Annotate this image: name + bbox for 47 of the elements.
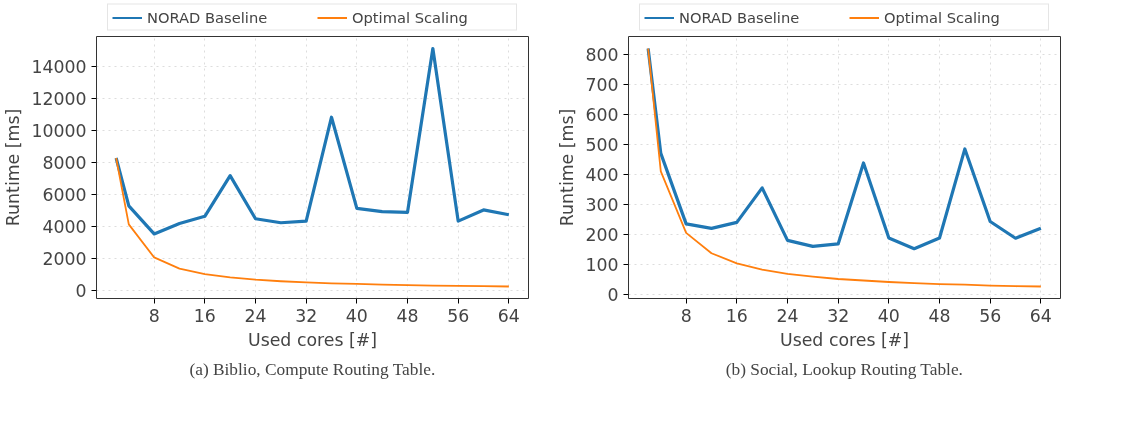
y-tick-label: 200 — [585, 224, 619, 245]
y-tick-label: 0 — [75, 281, 87, 302]
x-tick-label: 56 — [447, 305, 470, 326]
y-tick-label: 700 — [585, 74, 619, 95]
x-tick-label: 40 — [877, 305, 900, 326]
line-series — [647, 47, 1042, 288]
x-tick-label: 64 — [1029, 305, 1052, 326]
x-tick-label: 56 — [979, 305, 1002, 326]
y-tick-label: 14000 — [31, 57, 87, 78]
y-axis-title: Runtime [ms] — [557, 108, 578, 227]
y-tick-label: 6000 — [42, 185, 87, 206]
text: (a) Biblio, Compute Routing Table. — [189, 359, 436, 379]
y-tick-label: 0 — [607, 284, 619, 305]
y-tick-label: 12000 — [31, 89, 87, 110]
legend-label: Optimal Scaling — [352, 8, 469, 26]
x-tick-label: 8 — [680, 305, 692, 326]
y-tick-label: 600 — [585, 104, 619, 125]
y-tick-label: 400 — [585, 164, 619, 185]
x-tick-label: 16 — [193, 305, 216, 326]
legend-label: NORAD Baseline — [147, 8, 269, 26]
x-tick-label: 48 — [396, 305, 419, 326]
x-axis-title: Used cores [#] — [248, 329, 378, 350]
line-series — [114, 46, 511, 236]
x-tick-label: 40 — [345, 305, 368, 326]
x-tick-label: 24 — [244, 305, 267, 326]
y-tick-label: 300 — [585, 194, 619, 215]
x-axis-title: Used cores [#] — [780, 329, 910, 350]
x-tick-label: 32 — [295, 305, 318, 326]
legend-label: Optimal Scaling — [884, 8, 1001, 26]
line-series — [115, 157, 510, 288]
x-tick-label: 32 — [827, 305, 850, 326]
x-tick-label: 24 — [776, 305, 799, 326]
legend-label: NORAD Baseline — [679, 8, 801, 26]
y-tick-label: 8000 — [42, 153, 87, 174]
y-tick-label: 10000 — [31, 121, 87, 142]
x-tick-label: 64 — [497, 305, 520, 326]
y-tick-label: 4000 — [42, 217, 87, 238]
x-tick-label: 48 — [928, 305, 951, 326]
x-tick-label: 8 — [148, 305, 160, 326]
y-tick-label: 500 — [585, 134, 619, 155]
y-tick-label: 100 — [585, 254, 619, 275]
line-series — [646, 46, 1043, 251]
y-tick-label: 2000 — [42, 249, 87, 270]
y-axis-title: Runtime [ms] — [3, 108, 24, 227]
y-tick-label: 800 — [585, 44, 619, 65]
x-tick-label: 16 — [725, 305, 748, 326]
text: (b) Social, Lookup Routing Table. — [725, 359, 963, 379]
